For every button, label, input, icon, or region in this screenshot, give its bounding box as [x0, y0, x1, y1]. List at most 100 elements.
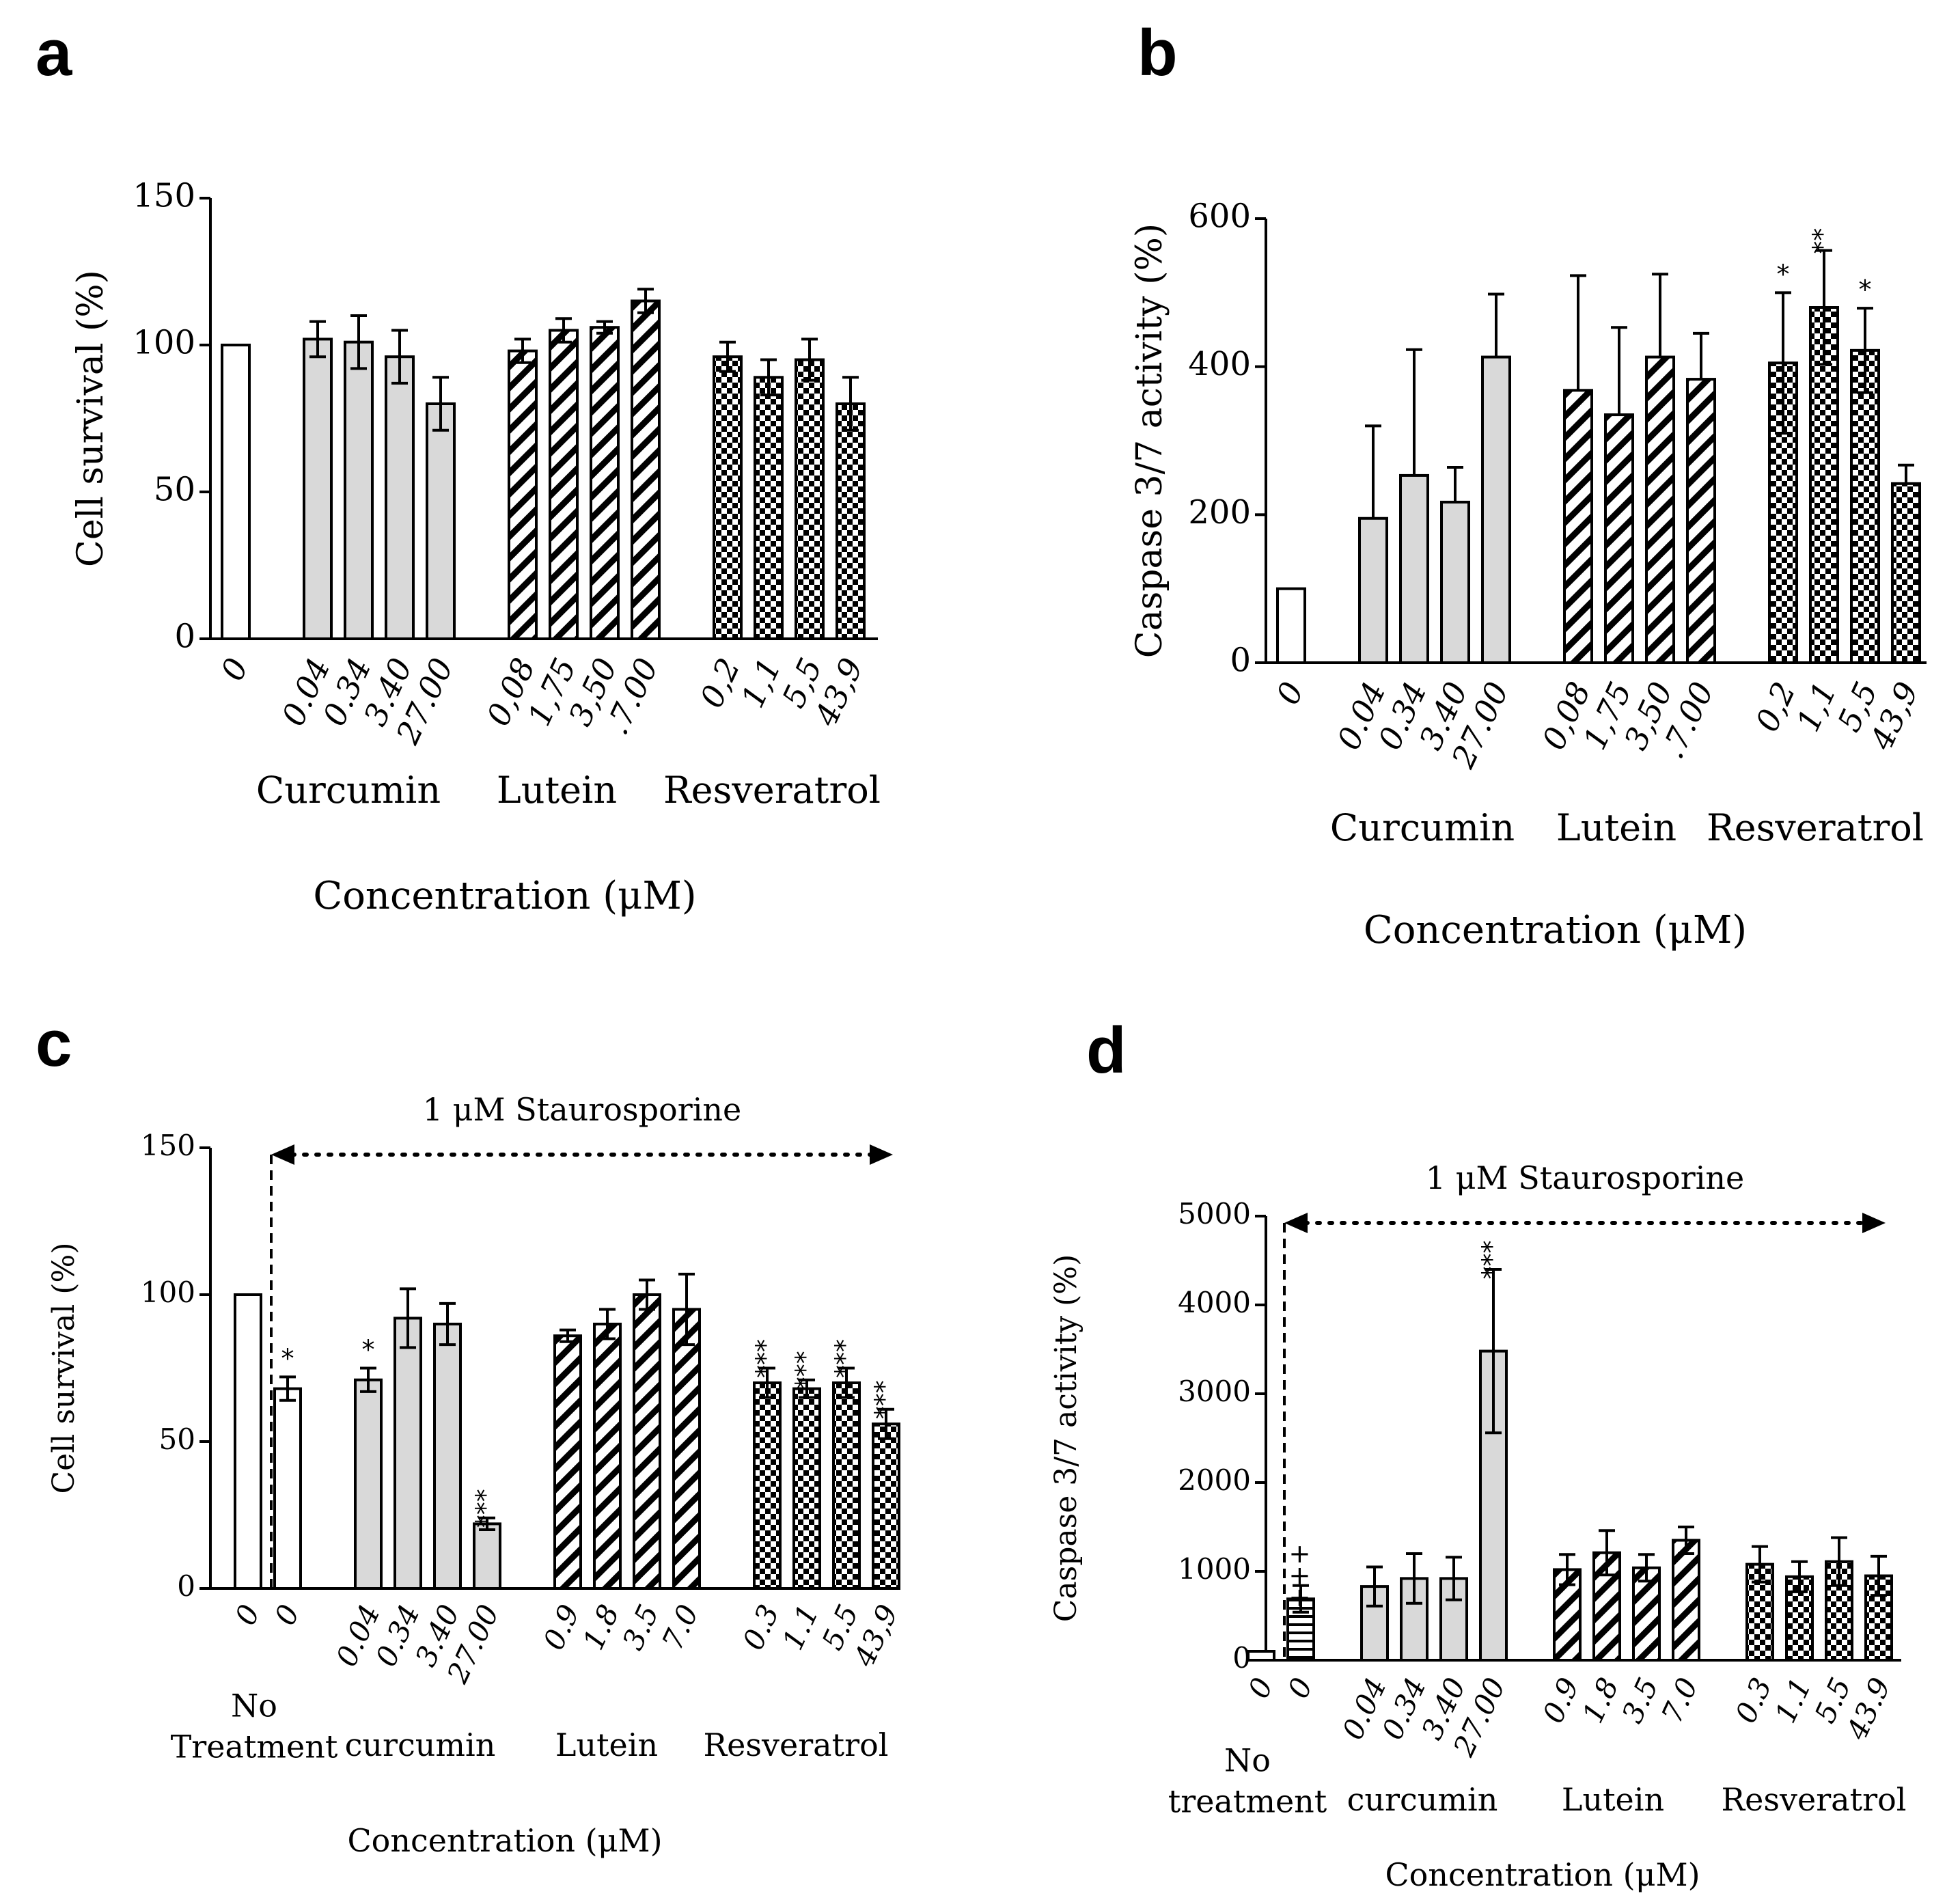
arrow-right-icon — [870, 1144, 893, 1165]
group-label: treatment — [1168, 1782, 1327, 1819]
bar — [1632, 1566, 1661, 1662]
bar — [273, 1387, 302, 1590]
y-tick-label: 600 — [1188, 197, 1251, 236]
arrow-left-icon — [1284, 1213, 1308, 1233]
x-tick-label: 7.0 — [1655, 1672, 1704, 1728]
x-tick-label: 0 — [228, 1599, 266, 1630]
y-tick-label: 200 — [1188, 493, 1251, 532]
panel-letter: b — [1137, 16, 1178, 90]
bar — [1604, 413, 1634, 664]
group-label: curcumin — [1347, 1781, 1498, 1818]
bar — [221, 344, 251, 640]
bar — [426, 402, 456, 640]
bar — [1247, 1650, 1275, 1662]
x-tick-label: 1.1 — [1768, 1672, 1818, 1728]
group-label: Lutein — [1556, 806, 1676, 849]
group-label: Resveratrol — [704, 1726, 889, 1763]
panel-letter: c — [36, 1007, 72, 1080]
bar — [303, 338, 333, 640]
y-tick-label: 0 — [174, 618, 195, 656]
x-tick-label: 7.0 — [655, 1599, 705, 1655]
bar — [753, 1381, 782, 1590]
y-tick-label: 150 — [133, 177, 195, 215]
y-axis-label: Caspase 3/7 activity (%) — [1049, 1254, 1083, 1623]
y-axis-label: Cell survival (%) — [46, 1242, 81, 1493]
bar — [672, 1308, 701, 1590]
group-label: Lutein — [497, 769, 617, 812]
group-label: curcumin — [345, 1726, 496, 1763]
significance-label: * — [1859, 275, 1872, 305]
bar — [795, 358, 825, 640]
bar — [549, 329, 579, 640]
y-tick-label: 400 — [1188, 345, 1251, 383]
significance-label: +++ — [1284, 1543, 1314, 1609]
x-tick-label: 1.8 — [1575, 1672, 1625, 1728]
bar — [344, 340, 374, 640]
x-tick-label: 0.9 — [1536, 1672, 1586, 1728]
group-label: No — [1224, 1742, 1271, 1779]
bar — [713, 355, 743, 640]
x-tick-label: 0,2 — [693, 652, 747, 713]
bar — [1850, 348, 1880, 664]
bar — [1891, 482, 1921, 664]
significance-label: ** — [1808, 228, 1838, 254]
bar — [832, 1381, 861, 1590]
significance-label: * — [1777, 259, 1790, 289]
x-tick-label: 0,2 — [1748, 676, 1803, 737]
y-tick-label: 100 — [133, 324, 195, 362]
panel-c: c 0 50 100 150 Cell survival (%) 0 * 0 No Treatmen… — [36, 1007, 905, 1859]
x-tick-label: 1.1 — [775, 1599, 825, 1655]
staurosporine-label: 1 μM Staurosporine — [1426, 1159, 1745, 1196]
group-label: Resveratrol — [663, 769, 881, 812]
bar — [836, 402, 866, 640]
bar — [1553, 1568, 1582, 1662]
bar — [1276, 587, 1306, 665]
bar — [872, 1422, 900, 1590]
significance-label: * — [281, 1343, 294, 1373]
y-tick-label: 5000 — [1178, 1197, 1251, 1230]
significance-label: *** — [830, 1339, 860, 1378]
y-tick-label: 50 — [159, 1422, 195, 1456]
y-axis-label: Caspase 3/7 activity (%) — [1129, 223, 1170, 658]
bar — [631, 299, 661, 640]
group-label: Resveratrol — [1722, 1781, 1907, 1818]
bar — [433, 1323, 462, 1590]
y-tick-label: 0 — [1230, 642, 1251, 680]
bar — [385, 355, 415, 640]
bar — [1645, 355, 1675, 664]
x-tick-label: 0 — [1269, 676, 1311, 710]
group-label: Curcumin — [1330, 806, 1515, 849]
bar — [1686, 378, 1716, 664]
bar — [508, 349, 538, 640]
y-tick-label: 4000 — [1178, 1286, 1251, 1319]
bar — [754, 376, 784, 640]
bar — [354, 1378, 383, 1590]
panel-d: d 0 1000 2000 3000 4000 5000 Caspase 3/7 activi… — [1049, 1014, 1906, 1893]
significance-label: *** — [870, 1380, 900, 1419]
bar — [633, 1293, 661, 1590]
y-tick-label: 1000 — [1178, 1552, 1251, 1586]
bar — [792, 1387, 821, 1590]
significance-label: *** — [751, 1339, 781, 1378]
bar — [553, 1334, 582, 1590]
bar — [394, 1317, 422, 1591]
bar — [1479, 1349, 1508, 1662]
x-tick-label: 0 — [214, 652, 256, 686]
bar — [593, 1323, 622, 1590]
x-tick-label: 1,1 — [734, 652, 788, 713]
group-label: Curcumin — [256, 769, 441, 812]
bar — [1745, 1562, 1774, 1662]
arrow-left-icon — [271, 1144, 294, 1165]
x-tick-label: 0 — [268, 1599, 306, 1630]
significance-label: *** — [471, 1489, 501, 1528]
bar — [234, 1293, 262, 1590]
staurosporine-label: 1 μM Staurosporine — [423, 1091, 742, 1128]
group-label: No — [231, 1688, 277, 1724]
bar — [1563, 389, 1593, 664]
significance-label: *** — [1477, 1241, 1507, 1280]
y-tick-label: 0 — [177, 1569, 195, 1603]
